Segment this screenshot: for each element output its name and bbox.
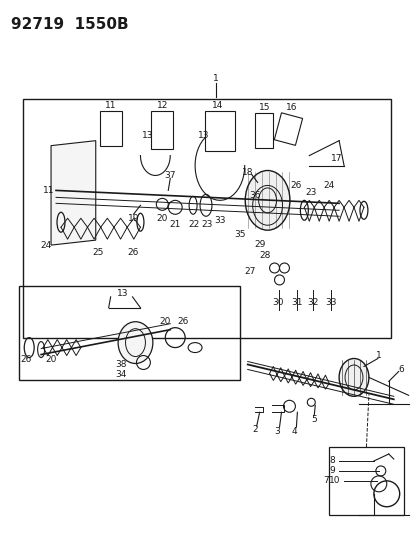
Bar [274,113,302,146]
Text: 33: 33 [214,216,225,225]
Text: 26: 26 [290,181,301,190]
Text: 20: 20 [156,214,168,223]
Text: 26: 26 [21,355,32,364]
Text: 25: 25 [92,247,103,256]
Text: 23: 23 [201,220,212,229]
Text: 13: 13 [141,131,153,140]
Text: 18: 18 [241,168,253,177]
Text: 23: 23 [305,188,316,197]
Text: 22: 22 [188,220,199,229]
Text: 9: 9 [328,466,334,475]
Text: 8: 8 [328,456,334,465]
Bar [151,111,173,149]
Text: 11: 11 [43,186,55,195]
Text: 3: 3 [274,426,280,435]
Text: 10: 10 [329,477,340,486]
Bar [23,99,390,337]
Text: 92719  1550B: 92719 1550B [11,17,128,33]
Text: 11: 11 [104,101,116,110]
Text: 35: 35 [233,230,245,239]
Text: 12: 12 [156,101,168,110]
Text: 33: 33 [325,298,336,308]
Text: 36: 36 [248,191,260,200]
Text: 13: 13 [198,131,209,140]
Bar [254,113,272,148]
Text: 26: 26 [177,317,188,326]
Text: 27: 27 [243,268,255,277]
Polygon shape [51,141,95,245]
Text: 16: 16 [285,103,297,112]
Text: 13: 13 [116,289,128,298]
Bar [100,111,121,146]
Text: 19: 19 [128,214,139,223]
Text: 28: 28 [258,251,270,260]
Ellipse shape [244,171,289,230]
Text: 26: 26 [128,247,139,256]
Text: 15: 15 [258,103,270,112]
Text: 2: 2 [251,425,257,434]
Text: 6: 6 [398,365,404,374]
Text: 32: 32 [307,298,318,308]
Text: 30: 30 [272,298,284,308]
Text: 24: 24 [40,240,52,249]
Text: 1: 1 [213,75,218,84]
Text: 20: 20 [45,355,57,364]
Bar [19,286,239,381]
Bar [204,111,234,151]
Text: 37: 37 [164,171,176,180]
Text: 7: 7 [323,477,328,486]
Text: 24: 24 [323,181,334,190]
Text: 34: 34 [115,370,126,379]
Text: 20: 20 [159,317,171,326]
Text: 17: 17 [330,154,342,163]
Text: 38: 38 [114,360,126,369]
Text: 21: 21 [169,220,180,229]
Ellipse shape [338,359,368,397]
Text: 14: 14 [212,101,223,110]
Text: 31: 31 [291,298,302,308]
Text: 29: 29 [253,240,265,248]
Text: 4: 4 [291,426,297,435]
Ellipse shape [118,322,152,364]
Text: 5: 5 [311,415,316,424]
Text: 1: 1 [375,351,381,360]
Bar [328,447,403,515]
